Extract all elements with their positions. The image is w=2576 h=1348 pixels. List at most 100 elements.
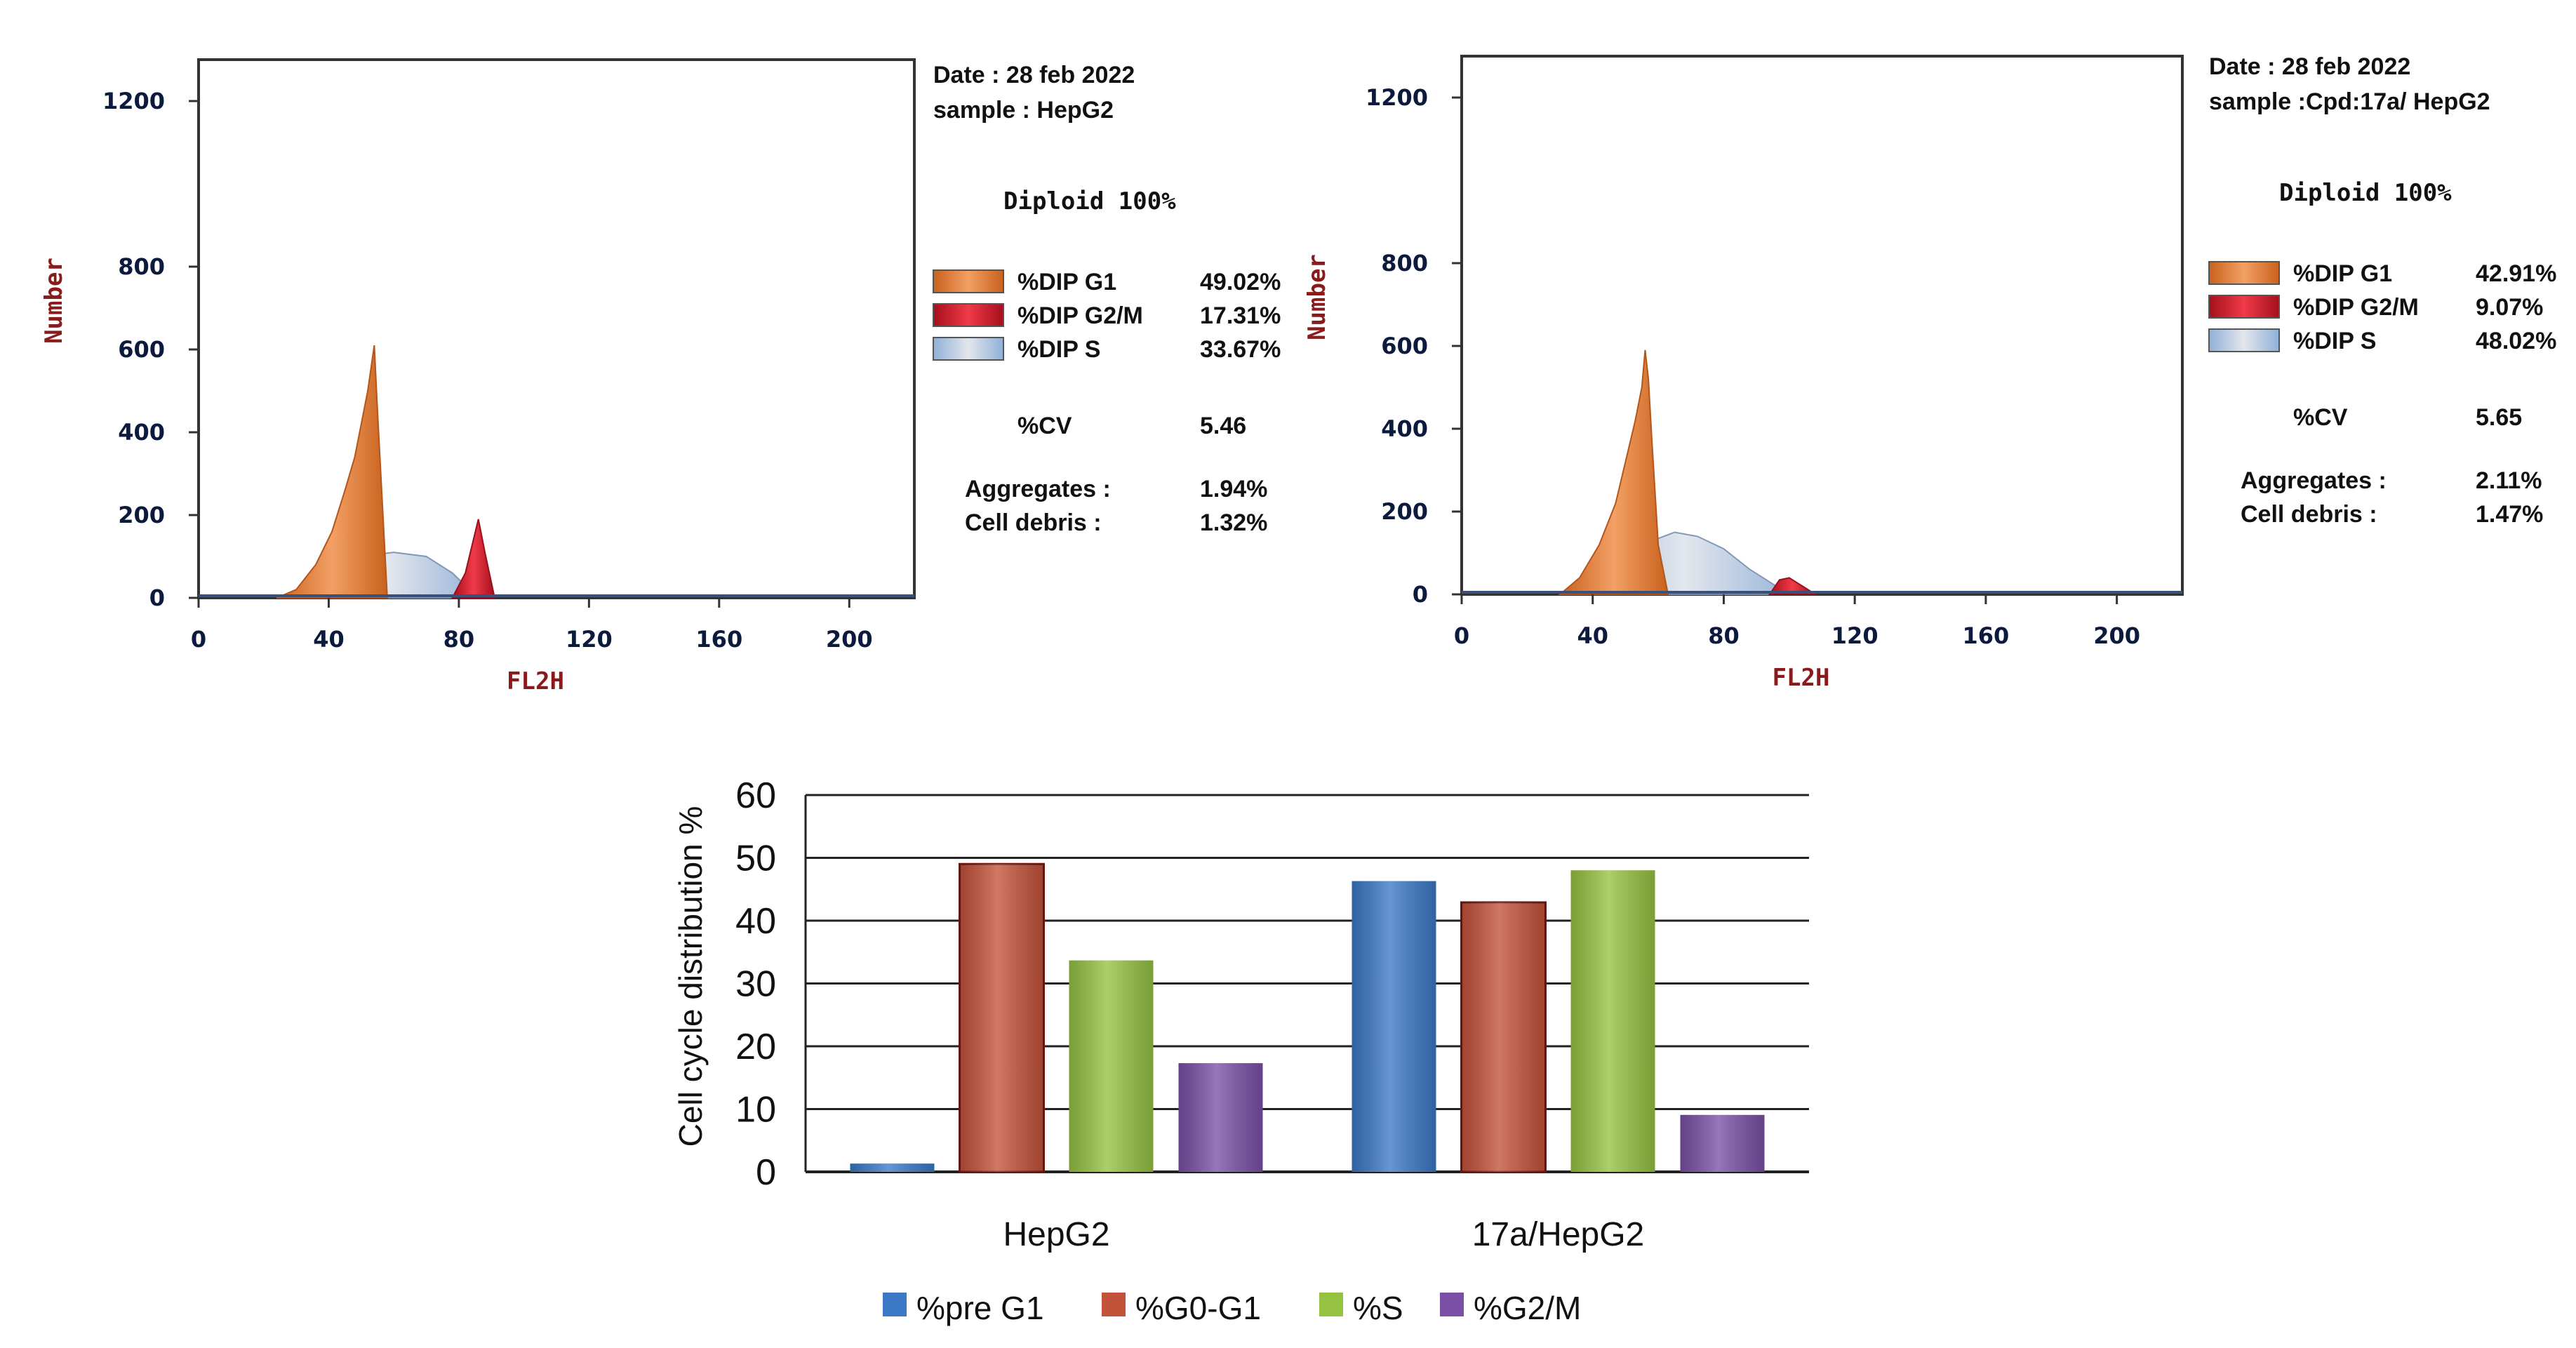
bar-y-tick-label: 0 (756, 1152, 776, 1193)
bar-y-tick-label: 30 (735, 964, 776, 1005)
date-label: Date : 28 feb 2022 (2209, 53, 2410, 80)
x-axis-label: FL2H (507, 667, 564, 695)
histogram-area-g2 (451, 519, 496, 599)
bar-legend-label: %pre G1 (916, 1290, 1044, 1326)
stat-value: 5.65 (2476, 404, 2522, 431)
x-tick-label: 80 (1708, 622, 1740, 649)
bar-legend-label: %G0-G1 (1135, 1290, 1261, 1326)
histogram-area-g2 (1768, 577, 1818, 595)
legend-value: 33.67% (1200, 336, 1281, 363)
histogram-frame (1460, 55, 2184, 596)
y-axis-label: Number (1303, 254, 1331, 340)
stat-label: Cell debris : (2241, 501, 2377, 528)
stat-value: 2.11% (2476, 467, 2542, 494)
x-tick-label: 120 (566, 626, 613, 653)
legend-swatch (933, 269, 1004, 293)
legend-label: %DIP G1 (1017, 269, 1116, 295)
bar-y-tick-label: 20 (735, 1027, 776, 1067)
bar-legend-swatch (1319, 1293, 1343, 1316)
bar-y-tick-label: 40 (735, 901, 776, 942)
bar-y-axis-label: Cell cycle distribution % (672, 806, 709, 1147)
x-tick-label: 160 (1963, 622, 2010, 649)
diploid-label: Diploid 100% (1003, 187, 1176, 215)
bar-shading (1178, 1063, 1263, 1172)
bar-shading (1570, 870, 1655, 1172)
legend-value: 9.07% (2476, 294, 2543, 321)
stat-label: Aggregates : (965, 476, 1111, 502)
stat-value: 1.94% (1200, 476, 1267, 502)
histogram-panel-2: 0 200 400 600 800 1200 0 40 80 120 160 200 FL2H Numbe… (1303, 53, 2556, 692)
bar-shading (1069, 960, 1154, 1172)
x-axis-label: FL2H (1773, 664, 1830, 692)
stat-value: 1.47% (2476, 501, 2543, 528)
y-tick-label: 800 (1381, 250, 1428, 276)
bar-legend-swatch (1102, 1293, 1126, 1316)
date-label: Date : 28 feb 2022 (933, 62, 1135, 88)
bar-shading (959, 864, 1044, 1172)
x-tick-label: 0 (191, 626, 206, 653)
y-tick-label: 800 (118, 253, 165, 280)
legend-label: %DIP G2/M (1017, 302, 1143, 329)
y-tick-label: 600 (118, 336, 165, 363)
stat-label: Aggregates : (2241, 467, 2387, 494)
legend-label: %DIP G2/M (2293, 294, 2419, 321)
legend-swatch (2208, 295, 2280, 319)
x-tick-label: 80 (443, 626, 475, 653)
sample-label: sample : HepG2 (933, 97, 1114, 124)
x-tick-label: 160 (695, 626, 742, 653)
legend-label: %DIP S (2293, 328, 2376, 354)
x-tick-label: 200 (2093, 622, 2140, 649)
legend-label: %DIP G1 (2293, 260, 2392, 287)
bar-legend-swatch (1440, 1293, 1464, 1316)
histogram-area-g1 (276, 345, 388, 599)
bar-shading (1352, 881, 1436, 1172)
stat-value: 5.46 (1200, 413, 1246, 439)
legend-swatch (933, 303, 1004, 327)
stat-label: %CV (2293, 404, 2348, 431)
bar-y-tick-label: 50 (735, 839, 776, 879)
sample-label: sample :Cpd:17a/ HepG2 (2209, 88, 2490, 115)
legend-value: 48.02% (2476, 328, 2556, 354)
stat-value: 1.32% (1200, 509, 1267, 536)
bar-category-label: 17a/HepG2 (1472, 1216, 1645, 1253)
histogram-frame (197, 58, 916, 599)
y-axis-label: Number (40, 258, 68, 344)
x-tick-label: 200 (826, 626, 873, 653)
legend-swatch (933, 337, 1004, 361)
bar-shading (1461, 902, 1546, 1172)
y-tick-label: 200 (1381, 498, 1428, 525)
legend-value: 42.91% (2476, 260, 2556, 287)
x-tick-label: 40 (313, 626, 345, 653)
bar-legend-label: %S (1353, 1290, 1403, 1326)
stat-label: Cell debris : (965, 509, 1102, 536)
x-tick-label: 120 (1831, 622, 1878, 649)
y-tick-label: 1200 (1366, 84, 1428, 111)
x-tick-label: 0 (1454, 622, 1469, 649)
legend-swatch (2208, 328, 2280, 352)
bar-legend-label: %G2/M (1474, 1290, 1581, 1326)
diploid-label: Diploid 100% (2279, 179, 2452, 207)
bar-shading (1680, 1114, 1765, 1172)
bar-legend-swatch (883, 1293, 907, 1316)
y-tick-label: 400 (1381, 415, 1428, 442)
y-tick-label: 0 (149, 585, 165, 611)
y-tick-label: 600 (1381, 333, 1428, 359)
bar-shading (850, 1163, 935, 1172)
bar-chart: 0 10 20 30 40 50 60 HepG2 17a/HepG2 Cell cycle di… (672, 775, 1809, 1326)
histogram-area-g1 (1558, 349, 1669, 595)
x-tick-label: 40 (1577, 622, 1608, 649)
y-tick-label: 200 (118, 502, 165, 528)
bar-category-label: HepG2 (1003, 1216, 1109, 1253)
y-tick-label: 1200 (102, 88, 165, 114)
y-tick-label: 0 (1413, 581, 1428, 608)
bar-y-tick-label: 60 (735, 775, 776, 816)
bar-y-tick-label: 10 (735, 1090, 776, 1130)
stat-label: %CV (1017, 413, 1072, 439)
y-tick-label: 400 (118, 419, 165, 446)
legend-label: %DIP S (1017, 336, 1100, 363)
histogram-panel-1: 0 200 400 600 800 1200 0 40 80 120 160 200 FL2H Numbe… (40, 58, 1281, 695)
legend-value: 49.02% (1200, 269, 1281, 295)
legend-value: 17.31% (1200, 302, 1281, 329)
legend-swatch (2208, 261, 2280, 285)
